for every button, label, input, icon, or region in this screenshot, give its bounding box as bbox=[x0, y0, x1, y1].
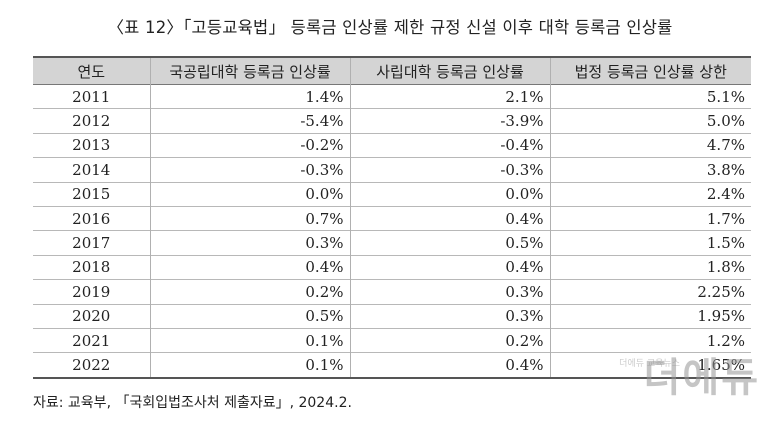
table-row: 2015 0.0% 0.0% 2.4% bbox=[33, 182, 751, 207]
cell-cap: 1.65% bbox=[697, 355, 745, 374]
cell-cap: 1.7% bbox=[706, 209, 745, 228]
cell-year: 2021 bbox=[33, 328, 151, 353]
table-row: 2011 1.4% 2.1% 5.1% bbox=[33, 84, 751, 109]
tuition-table: 연도 국공립대학 등록금 인상률 사립대학 등록금 인상률 법정 등록금 인상률… bbox=[33, 56, 751, 379]
cell-private: 0.4% bbox=[350, 255, 551, 280]
cell-year: 2013 bbox=[33, 133, 151, 158]
cell-private: 0.4% bbox=[350, 352, 551, 378]
cell-public: 0.1% bbox=[150, 328, 351, 353]
cell-private: 0.5% bbox=[350, 230, 551, 256]
cell-year: 2017 bbox=[33, 230, 151, 256]
table-title: 〈표 12〉「고등교육법」 등록금 인상률 제한 규정 신설 이후 대학 등록금… bbox=[107, 18, 673, 37]
cell-public: 0.1% bbox=[150, 352, 351, 378]
cell-year: 2012 bbox=[33, 108, 151, 134]
header-cap: 법정 등록금 인상률 상한 bbox=[550, 57, 751, 85]
cell-private: 0.4% bbox=[350, 206, 551, 231]
cell-year: 2016 bbox=[33, 206, 151, 231]
cell-cap: 2.4% bbox=[706, 185, 745, 204]
cell-year: 2014 bbox=[33, 157, 151, 183]
watermark-tag: 더에듀 교육뉴스 bbox=[619, 359, 680, 369]
table-row: 2022 0.1% 0.4% 1.65% bbox=[33, 352, 751, 378]
cell-cap: 3.8% bbox=[706, 160, 745, 179]
header-year: 연도 bbox=[33, 57, 151, 85]
cell-private: 0.0% bbox=[350, 182, 551, 207]
watermark-logo: 더에듀 bbox=[643, 355, 760, 401]
table-row: 2018 0.4% 0.4% 1.8% bbox=[33, 255, 751, 280]
table-row: 2013 -0.2% -0.4% 4.7% bbox=[33, 133, 751, 158]
table-row: 2021 0.1% 0.2% 1.2% bbox=[33, 328, 751, 353]
cell-private: -3.9% bbox=[350, 108, 551, 134]
cell-public: 0.3% bbox=[150, 230, 351, 256]
cell-private: -0.3% bbox=[350, 157, 551, 183]
cell-cap: 2.25% bbox=[697, 282, 745, 301]
cell-cap: 5.1% bbox=[706, 87, 745, 106]
cell-private: 0.3% bbox=[350, 304, 551, 329]
source-note: 자료: 교육부, 「국회입법조사처 제출자료」, 2024.2. bbox=[33, 395, 352, 411]
cell-public: 0.4% bbox=[150, 255, 351, 280]
header-public: 국공립대학 등록금 인상률 bbox=[150, 57, 351, 85]
cell-public: 0.0% bbox=[150, 182, 351, 207]
cell-cap: 5.0% bbox=[706, 112, 745, 131]
table-row: 2016 0.7% 0.4% 1.7% bbox=[33, 206, 751, 231]
cell-public: 0.2% bbox=[150, 279, 351, 305]
cell-year: 2015 bbox=[33, 182, 151, 207]
cell-cap: 1.8% bbox=[706, 258, 745, 277]
cell-year: 2019 bbox=[33, 279, 151, 305]
cell-private: -0.4% bbox=[350, 133, 551, 158]
cell-year: 2011 bbox=[33, 84, 151, 109]
cell-year: 2022 bbox=[33, 352, 151, 378]
table-row: 2019 0.2% 0.3% 2.25% bbox=[33, 279, 751, 305]
cell-public: -0.2% bbox=[150, 133, 351, 158]
cell-public: 0.5% bbox=[150, 304, 351, 329]
cell-public: -0.3% bbox=[150, 157, 351, 183]
cell-public: 0.7% bbox=[150, 206, 351, 231]
cell-cap: 4.7% bbox=[706, 136, 745, 155]
table-row: 2020 0.5% 0.3% 1.95% bbox=[33, 304, 751, 329]
cell-cap: 1.2% bbox=[706, 331, 745, 350]
cell-public: 1.4% bbox=[150, 84, 351, 109]
cell-cap: 1.5% bbox=[706, 234, 745, 253]
table-header-row: 연도 국공립대학 등록금 인상률 사립대학 등록금 인상률 법정 등록금 인상률… bbox=[33, 57, 751, 85]
cell-year: 2020 bbox=[33, 304, 151, 329]
cell-private: 2.1% bbox=[350, 84, 551, 109]
table-row: 2014 -0.3% -0.3% 3.8% bbox=[33, 157, 751, 183]
cell-public: -5.4% bbox=[150, 108, 351, 134]
cell-year: 2018 bbox=[33, 255, 151, 280]
cell-private: 0.2% bbox=[350, 328, 551, 353]
cell-private: 0.3% bbox=[350, 279, 551, 305]
table-row: 2017 0.3% 0.5% 1.5% bbox=[33, 230, 751, 256]
cell-cap: 1.95% bbox=[697, 307, 745, 326]
table-row: 2012 -5.4% -3.9% 5.0% bbox=[33, 108, 751, 134]
header-private: 사립대학 등록금 인상률 bbox=[350, 57, 551, 85]
